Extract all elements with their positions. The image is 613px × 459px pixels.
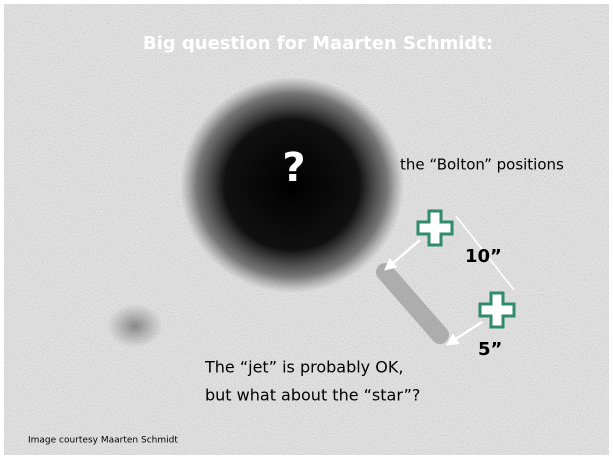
slide-title: Big question for Maarten Schmidt: <box>143 33 493 54</box>
arrow <box>384 239 421 271</box>
question-mark: ? <box>282 145 305 191</box>
separation-label: 10” <box>465 246 502 267</box>
comment-text: The “jet” is probably OK, <box>204 358 403 377</box>
comment-text: but what about the “star”? <box>205 386 420 405</box>
separation-label: 5” <box>478 339 502 360</box>
quasar-blob <box>180 77 404 293</box>
credit: Image courtesy Maarten Schmidt <box>28 436 178 446</box>
arrow <box>445 320 483 346</box>
position-cross <box>478 291 516 329</box>
jet <box>376 263 449 344</box>
position-cross <box>416 209 454 247</box>
dimension-line <box>455 215 515 291</box>
bolton-label: the “Bolton” positions <box>400 156 564 174</box>
faint-source <box>107 304 163 348</box>
